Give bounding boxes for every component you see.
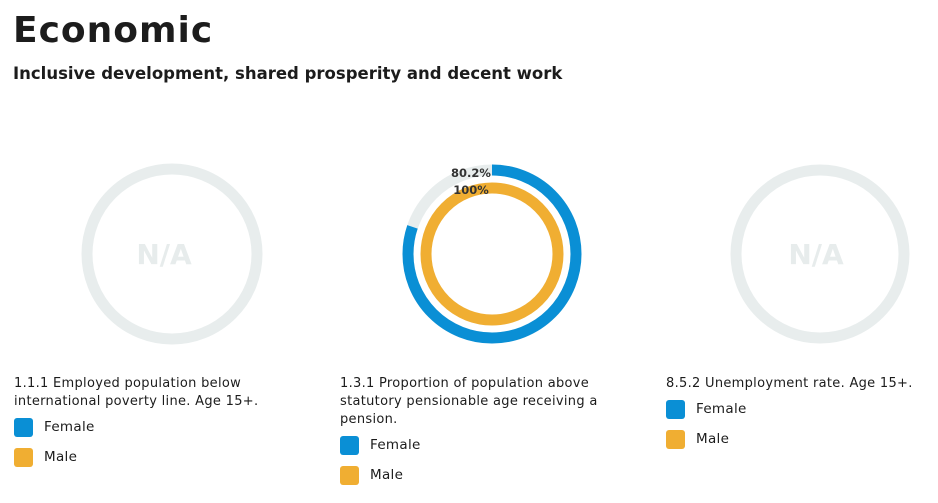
legend-item-female[interactable]: Female xyxy=(666,394,747,424)
na-label: N/A xyxy=(788,238,844,271)
chart-panel-8-5-2: N/A 8.5.2 Unemployment rate. Age 15+. Fe… xyxy=(666,150,938,500)
series-arc-female[interactable] xyxy=(402,164,582,344)
page-subtitle: Inclusive development, shared prosperity… xyxy=(13,64,563,83)
indicator-label: 1.1.1 Employed population below internat… xyxy=(14,376,259,409)
page-title: Economic xyxy=(13,10,214,51)
male-swatch xyxy=(14,447,33,467)
male-swatch xyxy=(666,429,685,449)
legend-item-female[interactable]: Female xyxy=(340,430,421,460)
female-swatch xyxy=(340,435,359,455)
na-label: N/A xyxy=(136,238,192,271)
female-swatch xyxy=(14,417,33,437)
na-track-ring xyxy=(81,163,263,345)
donut-chart-1-1-1: N/A xyxy=(81,163,263,345)
legend-item-male[interactable]: Male xyxy=(340,460,421,490)
legend: Female Male xyxy=(14,412,95,472)
value-label-male: 100% xyxy=(453,183,489,197)
legend-item-male[interactable]: Male xyxy=(14,442,95,472)
series-arc-male[interactable] xyxy=(420,182,564,326)
donut-chart-1-3-1: 80.2% 100% xyxy=(402,164,582,344)
chart-panel-1-3-1: 80.2% 100% 1.3.1 Proportion of populatio… xyxy=(340,150,640,500)
value-label-female: 80.2% xyxy=(451,166,491,180)
indicator-label: 1.3.1 Proportion of population above sta… xyxy=(340,376,598,427)
indicator-label: 8.5.2 Unemployment rate. Age 15+. xyxy=(666,376,913,391)
legend: Female Male xyxy=(340,430,421,490)
legend-item-male[interactable]: Male xyxy=(666,424,747,454)
legend-label-female: Female xyxy=(44,419,95,435)
female-swatch xyxy=(666,399,685,419)
legend-label-male: Male xyxy=(44,449,78,465)
legend-label-female: Female xyxy=(370,437,421,453)
chart-panel-1-1-1: N/A 1.1.1 Employed population below inte… xyxy=(14,150,314,500)
legend-label-male: Male xyxy=(370,467,404,483)
legend-item-female[interactable]: Female xyxy=(14,412,95,442)
legend: Female Male xyxy=(666,394,747,454)
donut-chart-8-5-2: N/A xyxy=(730,164,910,344)
legend-label-female: Female xyxy=(696,401,747,417)
male-swatch xyxy=(340,465,359,485)
legend-label-male: Male xyxy=(696,431,730,447)
na-track-ring xyxy=(730,164,910,344)
